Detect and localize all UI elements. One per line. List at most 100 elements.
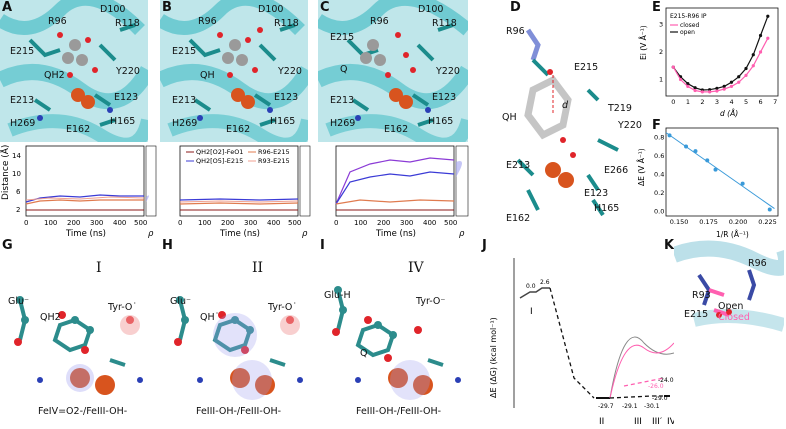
xtick-c-0: 0: [334, 219, 338, 227]
scatter-point: [767, 207, 772, 212]
energy-2-6: 2.6: [540, 279, 550, 286]
residue-e213-b: E213: [172, 95, 197, 106]
series-closed-point: [671, 65, 675, 69]
energy-26-0: -26.0: [648, 383, 664, 390]
xtick-a-500: 500: [134, 219, 147, 227]
panel-label-j: J: [482, 238, 487, 253]
residue-r118-c: R118: [432, 18, 457, 29]
xtick-b-100: 100: [198, 219, 211, 227]
xtick-c-500: 500: [444, 219, 457, 227]
scheme-i-title: IV: [408, 260, 424, 276]
series-open-point: [715, 86, 719, 90]
panel-label-f: F: [652, 118, 661, 133]
distance-plot-a: [25, 145, 145, 217]
chart-f-xtick: 0.225: [758, 218, 777, 226]
panel-d-structure: [478, 0, 628, 240]
ytick-10: 10: [12, 170, 21, 178]
chart-f-ytick: 0.4: [654, 170, 664, 178]
rho-b: ρ: [302, 229, 308, 239]
panel-a-image: [0, 0, 148, 142]
k-r93: R93: [692, 290, 711, 301]
barrier-closed: [609, 342, 674, 399]
residue-h269-c: H269: [330, 118, 356, 129]
panel-b-image: [160, 0, 308, 142]
residue-e215-b: E215: [172, 46, 197, 57]
chart-e-ylabel: Ei (V Å⁻¹): [639, 25, 648, 60]
xtick-a-200: 200: [67, 219, 80, 227]
series-closed-point: [751, 64, 755, 68]
chart-e-legend-title: E215-R96 IP: [670, 13, 707, 20]
state-i-label: I: [530, 307, 533, 317]
panel-d-image: [516, 28, 619, 217]
chart-e-xlabel: d (Å): [720, 109, 738, 118]
distance-plot-c: [335, 145, 455, 217]
scheme-i-caption: FeIII-OH-/FeIII-OH-: [356, 406, 442, 417]
scheme-i-tyr: Tyr-O⁻: [416, 296, 446, 307]
panel-label-d: D: [510, 0, 521, 15]
series-open-point: [722, 84, 726, 88]
rho-c: ρ: [459, 229, 465, 239]
residue-h165-b: H165: [270, 116, 296, 127]
k-closed: Closed: [718, 312, 750, 323]
legend-open: open: [680, 29, 695, 36]
chart-f-ytick: 0.8: [654, 133, 664, 141]
scheme-g-title: I: [96, 260, 102, 276]
series-open-point: [737, 75, 741, 79]
scheme-h-glu: Glu⁻: [170, 296, 192, 307]
state-iii-label: III: [634, 417, 642, 427]
distance-d: d: [562, 100, 569, 111]
panel-a-structure: [0, 0, 148, 142]
residue-e266-d: E266: [604, 165, 629, 176]
xtick-c-400: 400: [423, 219, 436, 227]
distance-plot-b: [179, 145, 299, 217]
residue-e162: E162: [66, 124, 91, 135]
series-closed-point: [715, 89, 719, 93]
panel-label-h: H: [162, 238, 173, 253]
barrier-open: [609, 336, 674, 399]
residue-d100-b: D100: [258, 4, 284, 15]
series-closed-point: [737, 80, 741, 84]
xtick-a-400: 400: [113, 219, 126, 227]
residue-h165-d: H165: [594, 203, 620, 214]
panel-k-image: [674, 240, 784, 340]
scheme-i-glu: Glu-H: [324, 290, 351, 301]
residue-h269: H269: [10, 118, 36, 129]
residue-r118-b: R118: [274, 18, 299, 29]
residue-e162-c: E162: [384, 124, 409, 135]
residue-r96-b: R96: [198, 16, 217, 27]
legend-qh2-e215: QH2[O5]-E215: [196, 157, 243, 165]
residue-t219-d: T219: [608, 103, 632, 114]
panel-label-k: K: [664, 238, 675, 253]
chart-e-xtick: 7: [773, 98, 777, 106]
residue-e162-b: E162: [226, 124, 251, 135]
xlabel-c: Time (ns): [375, 229, 416, 239]
chart-f-ytick: 0.6: [654, 152, 664, 160]
residue-qh-b: QH: [200, 70, 215, 81]
legend-r93-e215: R93-E215: [258, 157, 290, 165]
residue-e162-d: E162: [506, 213, 531, 224]
ytick-6: 6: [16, 188, 21, 196]
scatter-point: [740, 181, 745, 186]
series-closed-point: [686, 84, 690, 88]
state-iv-label: IV: [667, 417, 674, 427]
chart-j: ΔE (ΔG) (kcal mol⁻¹) I II III III′ IV 0.…: [489, 258, 674, 427]
chart-f-ytick: 0.2: [654, 189, 664, 197]
energy-0: 0.0: [526, 283, 536, 290]
residue-e215-c: E215: [330, 32, 355, 43]
scheme-h-qh: QH˙: [200, 312, 220, 323]
chart-j-ylabel: ΔE (ΔG) (kcal mol⁻¹): [489, 317, 498, 398]
residue-y220-b: Y220: [278, 66, 302, 77]
profile-descent: [549, 287, 595, 399]
chart-e-xtick: 0: [671, 98, 675, 106]
scheme-h-tyr: Tyr-O˙: [268, 302, 298, 313]
series-closed-point: [693, 88, 697, 93]
series-open-point: [744, 66, 748, 71]
state-iii-prime-label: III′: [652, 417, 662, 427]
xtick-c-100: 100: [354, 219, 367, 227]
chart-e-xtick: 6: [759, 98, 763, 106]
chart-e-xtick: 5: [744, 98, 748, 106]
chart-e: E215-R96 IP closed open 0 1 2 3 4 5 6 7 1 2 3 d (…: [639, 7, 779, 118]
residue-e215: E215: [10, 46, 35, 57]
scatter-point: [713, 167, 718, 172]
series-closed-point: [700, 90, 704, 94]
